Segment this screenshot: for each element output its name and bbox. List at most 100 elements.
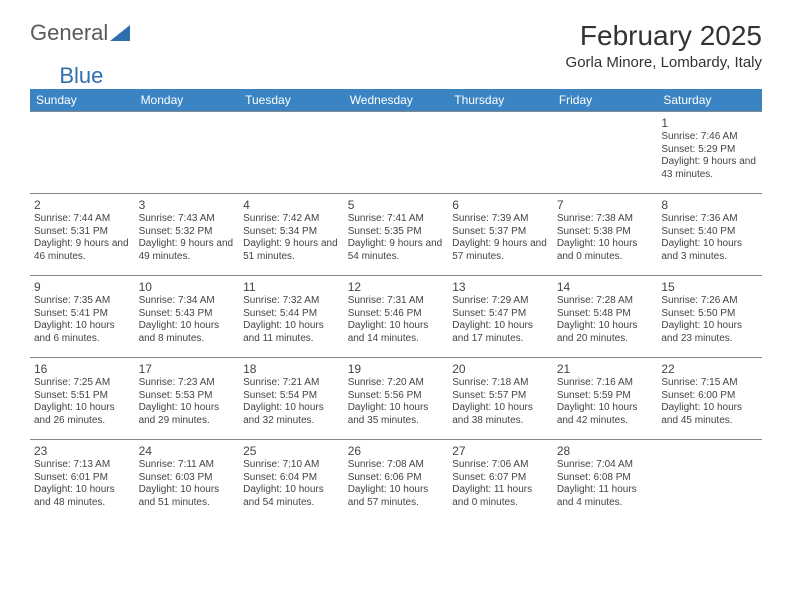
sunrise-text: Sunrise: 7:39 AM xyxy=(452,213,549,226)
sunrise-text: Sunrise: 7:06 AM xyxy=(452,459,549,472)
day-number: 1 xyxy=(661,116,758,130)
sunset-text: Sunset: 5:41 PM xyxy=(34,308,131,321)
daylight-text: Daylight: 9 hours and 49 minutes. xyxy=(139,238,236,263)
sunset-text: Sunset: 5:40 PM xyxy=(661,226,758,239)
sunrise-text: Sunrise: 7:28 AM xyxy=(557,295,654,308)
sunset-text: Sunset: 6:03 PM xyxy=(139,472,236,485)
sunrise-text: Sunrise: 7:29 AM xyxy=(452,295,549,308)
day-number: 19 xyxy=(348,362,445,376)
day-cell: 3Sunrise: 7:43 AMSunset: 5:32 PMDaylight… xyxy=(135,194,240,276)
day-cell xyxy=(553,112,658,194)
sunrise-text: Sunrise: 7:46 AM xyxy=(661,131,758,144)
logo-text-blue: GeBlue xyxy=(30,63,762,89)
sunset-text: Sunset: 6:01 PM xyxy=(34,472,131,485)
day-cell xyxy=(657,440,762,522)
daylight-text: Daylight: 10 hours and 35 minutes. xyxy=(348,402,445,427)
day-number: 2 xyxy=(34,198,131,212)
day-cell: 8Sunrise: 7:36 AMSunset: 5:40 PMDaylight… xyxy=(657,194,762,276)
week-row: 16Sunrise: 7:25 AMSunset: 5:51 PMDayligh… xyxy=(30,358,762,440)
day-number: 27 xyxy=(452,444,549,458)
daylight-text: Daylight: 10 hours and 45 minutes. xyxy=(661,402,758,427)
day-cell: 21Sunrise: 7:16 AMSunset: 5:59 PMDayligh… xyxy=(553,358,658,440)
sunrise-text: Sunrise: 7:18 AM xyxy=(452,377,549,390)
day-header-monday: Monday xyxy=(135,89,240,112)
sunrise-text: Sunrise: 7:42 AM xyxy=(243,213,340,226)
day-number: 28 xyxy=(557,444,654,458)
day-number: 16 xyxy=(34,362,131,376)
daylight-text: Daylight: 10 hours and 23 minutes. xyxy=(661,320,758,345)
day-cell: 2Sunrise: 7:44 AMSunset: 5:31 PMDaylight… xyxy=(30,194,135,276)
daylight-text: Daylight: 10 hours and 48 minutes. xyxy=(34,484,131,509)
sunset-text: Sunset: 5:34 PM xyxy=(243,226,340,239)
logo-text-general: General xyxy=(30,20,108,46)
sunrise-text: Sunrise: 7:43 AM xyxy=(139,213,236,226)
day-cell: 4Sunrise: 7:42 AMSunset: 5:34 PMDaylight… xyxy=(239,194,344,276)
day-number: 9 xyxy=(34,280,131,294)
calendar-body: 1Sunrise: 7:46 AMSunset: 5:29 PMDaylight… xyxy=(30,112,762,522)
daylight-text: Daylight: 10 hours and 0 minutes. xyxy=(557,238,654,263)
daylight-text: Daylight: 10 hours and 26 minutes. xyxy=(34,402,131,427)
day-cell: 19Sunrise: 7:20 AMSunset: 5:56 PMDayligh… xyxy=(344,358,449,440)
day-cell: 24Sunrise: 7:11 AMSunset: 6:03 PMDayligh… xyxy=(135,440,240,522)
sunrise-text: Sunrise: 7:32 AM xyxy=(243,295,340,308)
week-row: 9Sunrise: 7:35 AMSunset: 5:41 PMDaylight… xyxy=(30,276,762,358)
daylight-text: Daylight: 10 hours and 38 minutes. xyxy=(452,402,549,427)
day-cell: 18Sunrise: 7:21 AMSunset: 5:54 PMDayligh… xyxy=(239,358,344,440)
sunrise-text: Sunrise: 7:11 AM xyxy=(139,459,236,472)
day-number: 21 xyxy=(557,362,654,376)
sunrise-text: Sunrise: 7:15 AM xyxy=(661,377,758,390)
month-title: February 2025 xyxy=(566,20,762,52)
sunset-text: Sunset: 5:43 PM xyxy=(139,308,236,321)
sunset-text: Sunset: 5:51 PM xyxy=(34,390,131,403)
day-cell: 14Sunrise: 7:28 AMSunset: 5:48 PMDayligh… xyxy=(553,276,658,358)
sunset-text: Sunset: 5:29 PM xyxy=(661,144,758,157)
week-row: 1Sunrise: 7:46 AMSunset: 5:29 PMDaylight… xyxy=(30,112,762,194)
day-cell: 10Sunrise: 7:34 AMSunset: 5:43 PMDayligh… xyxy=(135,276,240,358)
day-cell: 20Sunrise: 7:18 AMSunset: 5:57 PMDayligh… xyxy=(448,358,553,440)
sunset-text: Sunset: 5:57 PM xyxy=(452,390,549,403)
day-number: 12 xyxy=(348,280,445,294)
week-row: 2Sunrise: 7:44 AMSunset: 5:31 PMDaylight… xyxy=(30,194,762,276)
sunset-text: Sunset: 5:53 PM xyxy=(139,390,236,403)
sunset-text: Sunset: 5:56 PM xyxy=(348,390,445,403)
day-header-sunday: Sunday xyxy=(30,89,135,112)
daylight-text: Daylight: 10 hours and 3 minutes. xyxy=(661,238,758,263)
sunset-text: Sunset: 5:38 PM xyxy=(557,226,654,239)
daylight-text: Daylight: 10 hours and 51 minutes. xyxy=(139,484,236,509)
sunrise-text: Sunrise: 7:20 AM xyxy=(348,377,445,390)
day-cell: 15Sunrise: 7:26 AMSunset: 5:50 PMDayligh… xyxy=(657,276,762,358)
day-header-friday: Friday xyxy=(553,89,658,112)
week-row: 23Sunrise: 7:13 AMSunset: 6:01 PMDayligh… xyxy=(30,440,762,522)
daylight-text: Daylight: 10 hours and 54 minutes. xyxy=(243,484,340,509)
daylight-text: Daylight: 10 hours and 14 minutes. xyxy=(348,320,445,345)
day-cell xyxy=(344,112,449,194)
calendar-page: General February 2025 Gorla Minore, Lomb… xyxy=(0,0,792,542)
day-cell: 1Sunrise: 7:46 AMSunset: 5:29 PMDaylight… xyxy=(657,112,762,194)
day-cell: 6Sunrise: 7:39 AMSunset: 5:37 PMDaylight… xyxy=(448,194,553,276)
day-number: 8 xyxy=(661,198,758,212)
day-number: 23 xyxy=(34,444,131,458)
daylight-text: Daylight: 10 hours and 29 minutes. xyxy=(139,402,236,427)
sunrise-text: Sunrise: 7:34 AM xyxy=(139,295,236,308)
day-cell: 5Sunrise: 7:41 AMSunset: 5:35 PMDaylight… xyxy=(344,194,449,276)
day-cell xyxy=(135,112,240,194)
day-number: 24 xyxy=(139,444,236,458)
logo: General xyxy=(30,20,130,46)
sunrise-text: Sunrise: 7:38 AM xyxy=(557,213,654,226)
day-number: 18 xyxy=(243,362,340,376)
day-cell: 17Sunrise: 7:23 AMSunset: 5:53 PMDayligh… xyxy=(135,358,240,440)
sunrise-text: Sunrise: 7:23 AM xyxy=(139,377,236,390)
sunrise-text: Sunrise: 7:10 AM xyxy=(243,459,340,472)
daylight-text: Daylight: 10 hours and 42 minutes. xyxy=(557,402,654,427)
sunrise-text: Sunrise: 7:13 AM xyxy=(34,459,131,472)
day-cell: 16Sunrise: 7:25 AMSunset: 5:51 PMDayligh… xyxy=(30,358,135,440)
daylight-text: Daylight: 9 hours and 43 minutes. xyxy=(661,156,758,181)
sunrise-text: Sunrise: 7:44 AM xyxy=(34,213,131,226)
day-header-thursday: Thursday xyxy=(448,89,553,112)
daylight-text: Daylight: 9 hours and 46 minutes. xyxy=(34,238,131,263)
sunset-text: Sunset: 5:31 PM xyxy=(34,226,131,239)
day-cell: 28Sunrise: 7:04 AMSunset: 6:08 PMDayligh… xyxy=(553,440,658,522)
sunset-text: Sunset: 5:48 PM xyxy=(557,308,654,321)
day-number: 11 xyxy=(243,280,340,294)
sunset-text: Sunset: 6:07 PM xyxy=(452,472,549,485)
